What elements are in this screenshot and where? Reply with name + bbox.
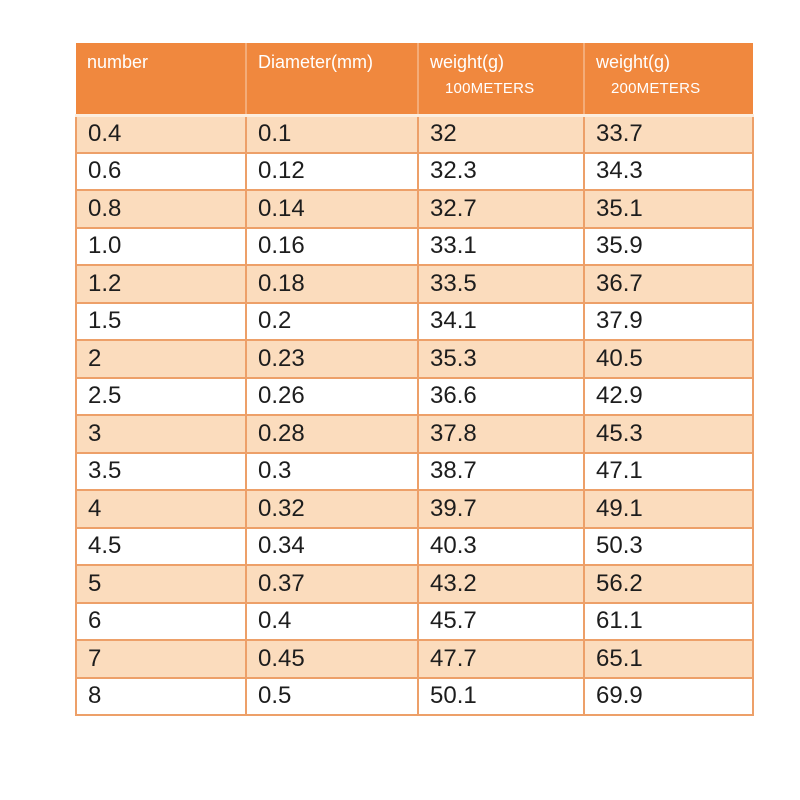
table-header: number Diameter(mm) weight(g) 100METERS …	[76, 43, 753, 117]
table-cell: 0.4	[75, 114, 247, 154]
table-cell: 33.7	[583, 114, 754, 154]
table-cell: 39.7	[417, 489, 585, 529]
table-cell: 56.2	[583, 564, 754, 604]
table-row: 3.5 0.3 38.7 47.1	[75, 451, 754, 491]
header-cell-weight-100m: weight(g) 100METERS	[417, 43, 584, 117]
header-cell-number: number	[76, 43, 246, 117]
table-cell: 36.7	[583, 264, 754, 304]
table-cell: 43.2	[417, 564, 585, 604]
table-cell: 0.4	[245, 601, 419, 641]
table-row: 2 0.23 35.3 40.5	[75, 339, 754, 379]
table-row: 4.5 0.34 40.3 50.3	[75, 526, 754, 566]
table-row: 2.5 0.26 36.6 42.9	[75, 376, 754, 416]
table-cell: 5	[75, 564, 247, 604]
table-row: 1.0 0.16 33.1 35.9	[75, 226, 754, 266]
table-cell: 0.34	[245, 526, 419, 566]
table-cell: 2	[75, 339, 247, 379]
table-cell: 42.9	[583, 376, 754, 416]
table-cell: 7	[75, 639, 247, 679]
table-cell: 0.32	[245, 489, 419, 529]
table-body: 0.4 0.1 32 33.7 0.6 0.12 32.3 34.3 0.8 0.14 32.7 35…	[75, 114, 754, 716]
header-label-diameter: Diameter(mm)	[258, 52, 373, 72]
table-cell: 0.26	[245, 376, 419, 416]
table-cell: 8	[75, 676, 247, 716]
table-cell: 0.23	[245, 339, 419, 379]
table-cell: 40.5	[583, 339, 754, 379]
table-row: 0.4 0.1 32 33.7	[75, 114, 754, 154]
table-cell: 1.0	[75, 226, 247, 266]
table-cell: 37.8	[417, 414, 585, 454]
table-cell: 0.18	[245, 264, 419, 304]
table-cell: 34.3	[583, 151, 754, 191]
table-row: 8 0.5 50.1 69.9	[75, 676, 754, 716]
table-cell: 35.9	[583, 226, 754, 266]
table-row: 4 0.32 39.7 49.1	[75, 489, 754, 529]
table-cell: 0.1	[245, 114, 419, 154]
table-cell: 1.5	[75, 301, 247, 341]
table-cell: 0.2	[245, 301, 419, 341]
header-cell-diameter: Diameter(mm)	[245, 43, 418, 117]
table-cell: 49.1	[583, 489, 754, 529]
table-cell: 47.1	[583, 451, 754, 491]
table-cell: 50.3	[583, 526, 754, 566]
table-cell: 0.37	[245, 564, 419, 604]
table-row: 7 0.45 47.7 65.1	[75, 639, 754, 679]
table-row: 0.6 0.12 32.3 34.3	[75, 151, 754, 191]
header-label-weight-200m: weight(g)	[596, 52, 671, 72]
table-cell: 3	[75, 414, 247, 454]
table-cell: 32.3	[417, 151, 585, 191]
table-cell: 0.6	[75, 151, 247, 191]
table-cell: 50.1	[417, 676, 585, 716]
table-cell: 35.1	[583, 189, 754, 229]
header-label-number: number	[87, 52, 149, 72]
table-row: 3 0.28 37.8 45.3	[75, 414, 754, 454]
table-cell: 33.5	[417, 264, 585, 304]
header-label-weight-100m: weight(g)	[430, 52, 505, 72]
header-row: number Diameter(mm) weight(g) 100METERS …	[76, 43, 753, 117]
table-cell: 37.9	[583, 301, 754, 341]
table-cell: 61.1	[583, 601, 754, 641]
header-cell-weight-200m: weight(g) 200METERS	[583, 43, 753, 117]
table-cell: 4.5	[75, 526, 247, 566]
table-cell: 69.9	[583, 676, 754, 716]
table-cell: 6	[75, 601, 247, 641]
table-cell: 65.1	[583, 639, 754, 679]
table-cell: 32.7	[417, 189, 585, 229]
table-cell: 1.2	[75, 264, 247, 304]
table-cell: 45.3	[583, 414, 754, 454]
line-weight-spec-table: number Diameter(mm) weight(g) 100METERS …	[75, 43, 754, 716]
table-cell: 40.3	[417, 526, 585, 566]
table-row: 1.2 0.18 33.5 36.7	[75, 264, 754, 304]
table-cell: 35.3	[417, 339, 585, 379]
table-cell: 0.14	[245, 189, 419, 229]
table-cell: 0.45	[245, 639, 419, 679]
table-cell: 4	[75, 489, 247, 529]
table-cell: 45.7	[417, 601, 585, 641]
table-cell: 0.3	[245, 451, 419, 491]
table-cell: 2.5	[75, 376, 247, 416]
table-cell: 33.1	[417, 226, 585, 266]
spec-table-container: number Diameter(mm) weight(g) 100METERS …	[75, 43, 754, 716]
table-cell: 0.12	[245, 151, 419, 191]
table-row: 0.8 0.14 32.7 35.1	[75, 189, 754, 229]
table-row: 1.5 0.2 34.1 37.9	[75, 301, 754, 341]
table-row: 6 0.4 45.7 61.1	[75, 601, 754, 641]
table-cell: 0.16	[245, 226, 419, 266]
table-row: 5 0.37 43.2 56.2	[75, 564, 754, 604]
table-cell: 0.8	[75, 189, 247, 229]
table-cell: 38.7	[417, 451, 585, 491]
table-cell: 36.6	[417, 376, 585, 416]
table-cell: 47.7	[417, 639, 585, 679]
table-cell: 0.28	[245, 414, 419, 454]
table-cell: 34.1	[417, 301, 585, 341]
table-cell: 0.5	[245, 676, 419, 716]
table-cell: 32	[417, 114, 585, 154]
header-sublabel-200meters: 200METERS	[611, 80, 701, 97]
header-sublabel-100meters: 100METERS	[445, 80, 535, 97]
table-cell: 3.5	[75, 451, 247, 491]
